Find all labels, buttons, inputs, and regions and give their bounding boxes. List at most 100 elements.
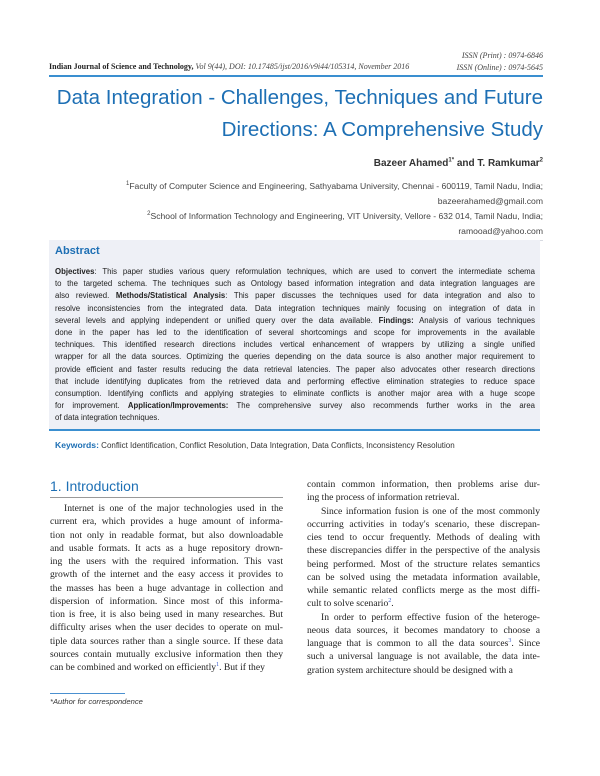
issn-block: ISSN (Print) : 0974-6846 ISSN (Online) :… — [457, 50, 543, 74]
body-line: occurring activities in today's scenario… — [307, 518, 540, 531]
body-text: gration system architecture should be de… — [307, 664, 513, 676]
body-line: neous data sources, it becomes mandatory… — [307, 624, 540, 637]
body-text: the masses has been a huge advantage in … — [50, 582, 283, 594]
aff-sup: 2 — [147, 211, 151, 218]
keywords-label: Keywords: — [55, 440, 99, 450]
abstract-line: that include identifying duplicates from… — [55, 376, 535, 388]
affiliation: 2School of Information Technology and En… — [126, 209, 543, 224]
body-line: Internet is one of the major technologie… — [50, 502, 283, 515]
abstract-text: of data integration techniques. — [55, 413, 160, 423]
body-line: cies tend to occur frequently. Methods o… — [307, 531, 540, 544]
abstract-text: Analysis of various techniques — [413, 315, 535, 325]
body-line: sources contain mutually exclusive infor… — [50, 648, 283, 661]
aff-email: ramooad@yahoo.com — [458, 226, 543, 236]
author-conj: and — [454, 158, 478, 169]
body-line: being performed. Most of the structure r… — [307, 558, 540, 571]
body-text: neous data sources, it becomes mandatory… — [307, 624, 540, 636]
body-text: language that is common to all the data … — [307, 638, 509, 649]
authors: Bazeer Ahamed1* and T. Ramkumar2 — [374, 158, 543, 169]
abstract-text: done in the paper has led to the identif… — [55, 328, 535, 338]
body-text: In order to perform effective fusion of … — [321, 611, 540, 623]
keywords: Keywords: Conflict Identification, Confl… — [55, 440, 455, 450]
left-column: Internet is one of the major technologie… — [50, 502, 283, 674]
body-text: while semantic related conflicts merge a… — [307, 585, 540, 596]
body-text: such a universal language is not availab… — [307, 651, 540, 663]
body-line: tiple data sources rather than a single … — [50, 635, 283, 648]
body-text: contain common information, then problem… — [307, 479, 540, 490]
citation-link[interactable]: 3 — [508, 637, 512, 644]
body-line: current era, which provides a huge amoun… — [50, 515, 283, 528]
title-line: Data Integration - Challenges, Technique… — [56, 86, 543, 109]
citation-link[interactable]: 1 — [216, 661, 220, 668]
citation-link[interactable]: 2 — [388, 598, 392, 605]
footnote-rule — [50, 693, 125, 694]
body-line: ing the users with the required informat… — [50, 555, 283, 568]
body-line: cult to solve scenario2. — [307, 597, 540, 610]
body-line: can be solved using the metadata informa… — [307, 571, 540, 584]
footnote: *Author for correspondence — [50, 697, 143, 706]
abstract-text: consumption. Identifying conflicts and a… — [55, 389, 535, 399]
abstract-text: : This paper discusses the techniques us… — [225, 291, 535, 301]
issn-online: ISSN (Online) : 0974-5645 — [456, 63, 543, 72]
body-text: these discrepancies differ in the perspe… — [307, 545, 540, 557]
issn-print: ISSN (Print) : 0974-6846 — [461, 51, 543, 60]
right-column: contain common information, then problem… — [307, 478, 540, 677]
body-text: . But if they — [219, 662, 265, 673]
abstract-box: Abstract Objectives: This paper studies … — [49, 240, 540, 431]
abstract-label: Methods/Statistical Analysis — [115, 291, 226, 301]
body-text: current era, which provides a huge amoun… — [50, 516, 283, 528]
body-line: difficulty arises when the user decides … — [50, 621, 283, 634]
author-name: T. Ramkumar — [477, 158, 540, 169]
body-text: tiple data sources rather than a single … — [50, 635, 283, 647]
body-text: being performed. Most of the structure r… — [307, 558, 540, 570]
body-text: ing the process of information retrieval… — [307, 492, 460, 504]
author-name: Bazeer Ahamed — [373, 158, 449, 169]
body-text: . Since — [511, 638, 540, 649]
body-line: while semantic related conflicts merge a… — [307, 584, 540, 597]
journal-name: Indian Journal of Science and Technology… — [49, 62, 194, 71]
author-sup: 2 — [539, 157, 543, 164]
body-text: occurring activities in today's scenario… — [307, 518, 540, 530]
abstract-line: of data integration techniques. — [55, 412, 535, 424]
aff-text: School of Information Technology and Eng… — [150, 211, 543, 221]
body-line: the masses has been a huge advantage in … — [50, 582, 283, 595]
body-line: growth of the internet and the easy acce… — [50, 568, 283, 581]
abstract-text: several levels and applying independent … — [55, 315, 379, 325]
abstract-body: Objectives: This paper studies various q… — [55, 266, 535, 425]
body-text: sources contain mutually exclusive infor… — [50, 648, 283, 660]
aff-sup: 1 — [125, 181, 130, 188]
keywords-text: Conflict Identification, Conflict Resolu… — [98, 441, 455, 450]
running-header: Indian Journal of Science and Technology… — [49, 62, 409, 71]
header-rule — [49, 75, 543, 77]
body-text: dispersion of information. Since most of… — [50, 595, 283, 607]
abstract-line: to the targeted schema. The techniques s… — [55, 278, 535, 290]
body-line: contain common information, then problem… — [307, 478, 540, 491]
affiliations: 1Faculty of Computer Science and Enginee… — [126, 179, 543, 239]
abstract-text: : This paper studies various query refor… — [94, 267, 535, 276]
body-text: can be combined and worked on efficientl… — [50, 662, 217, 673]
abstract-label: Findings: — [378, 315, 414, 325]
abstract-text: wrapper for all the data sources. Optimi… — [55, 352, 535, 362]
abstract-text: provide efficient and faster results red… — [55, 364, 535, 374]
abstract-text: also reviewed. — [55, 291, 116, 301]
abstract-text: for improvement. — [55, 401, 128, 411]
body-line: and usable formats. It acts as a huge re… — [50, 542, 283, 555]
abstract-line: resolve inconsistencies from the integra… — [55, 303, 535, 315]
body-line: such a universal language is not availab… — [307, 650, 540, 663]
body-text: . — [391, 598, 394, 610]
abstract-text: resolve inconsistencies from the integra… — [55, 303, 535, 313]
body-line: these discrepancies differ in the perspe… — [307, 544, 540, 557]
body-text: difficulty arises when the user decides … — [50, 622, 283, 634]
author-sup: 1* — [448, 157, 455, 164]
body-line: Since information fusion is one of the m… — [307, 505, 540, 518]
body-text: can be solved using the metadata informa… — [307, 571, 540, 583]
abstract-line: done in the paper has led to the identif… — [55, 327, 535, 339]
abstract-line: provide efficient and faster results red… — [55, 364, 535, 376]
citation: Vol 9(44), DOI: 10.17485/ijst/2016/v9i44… — [195, 62, 410, 71]
body-text: cult to solve scenario — [307, 598, 389, 610]
paper-title: Data Integration - Challenges, Technique… — [40, 82, 543, 146]
title-line: Directions: A Comprehensive Study — [221, 118, 543, 141]
body-text: and usable formats. It acts as a huge re… — [50, 542, 283, 554]
abstract-heading: Abstract — [55, 245, 100, 257]
section-heading: 1. Introduction — [50, 478, 283, 498]
